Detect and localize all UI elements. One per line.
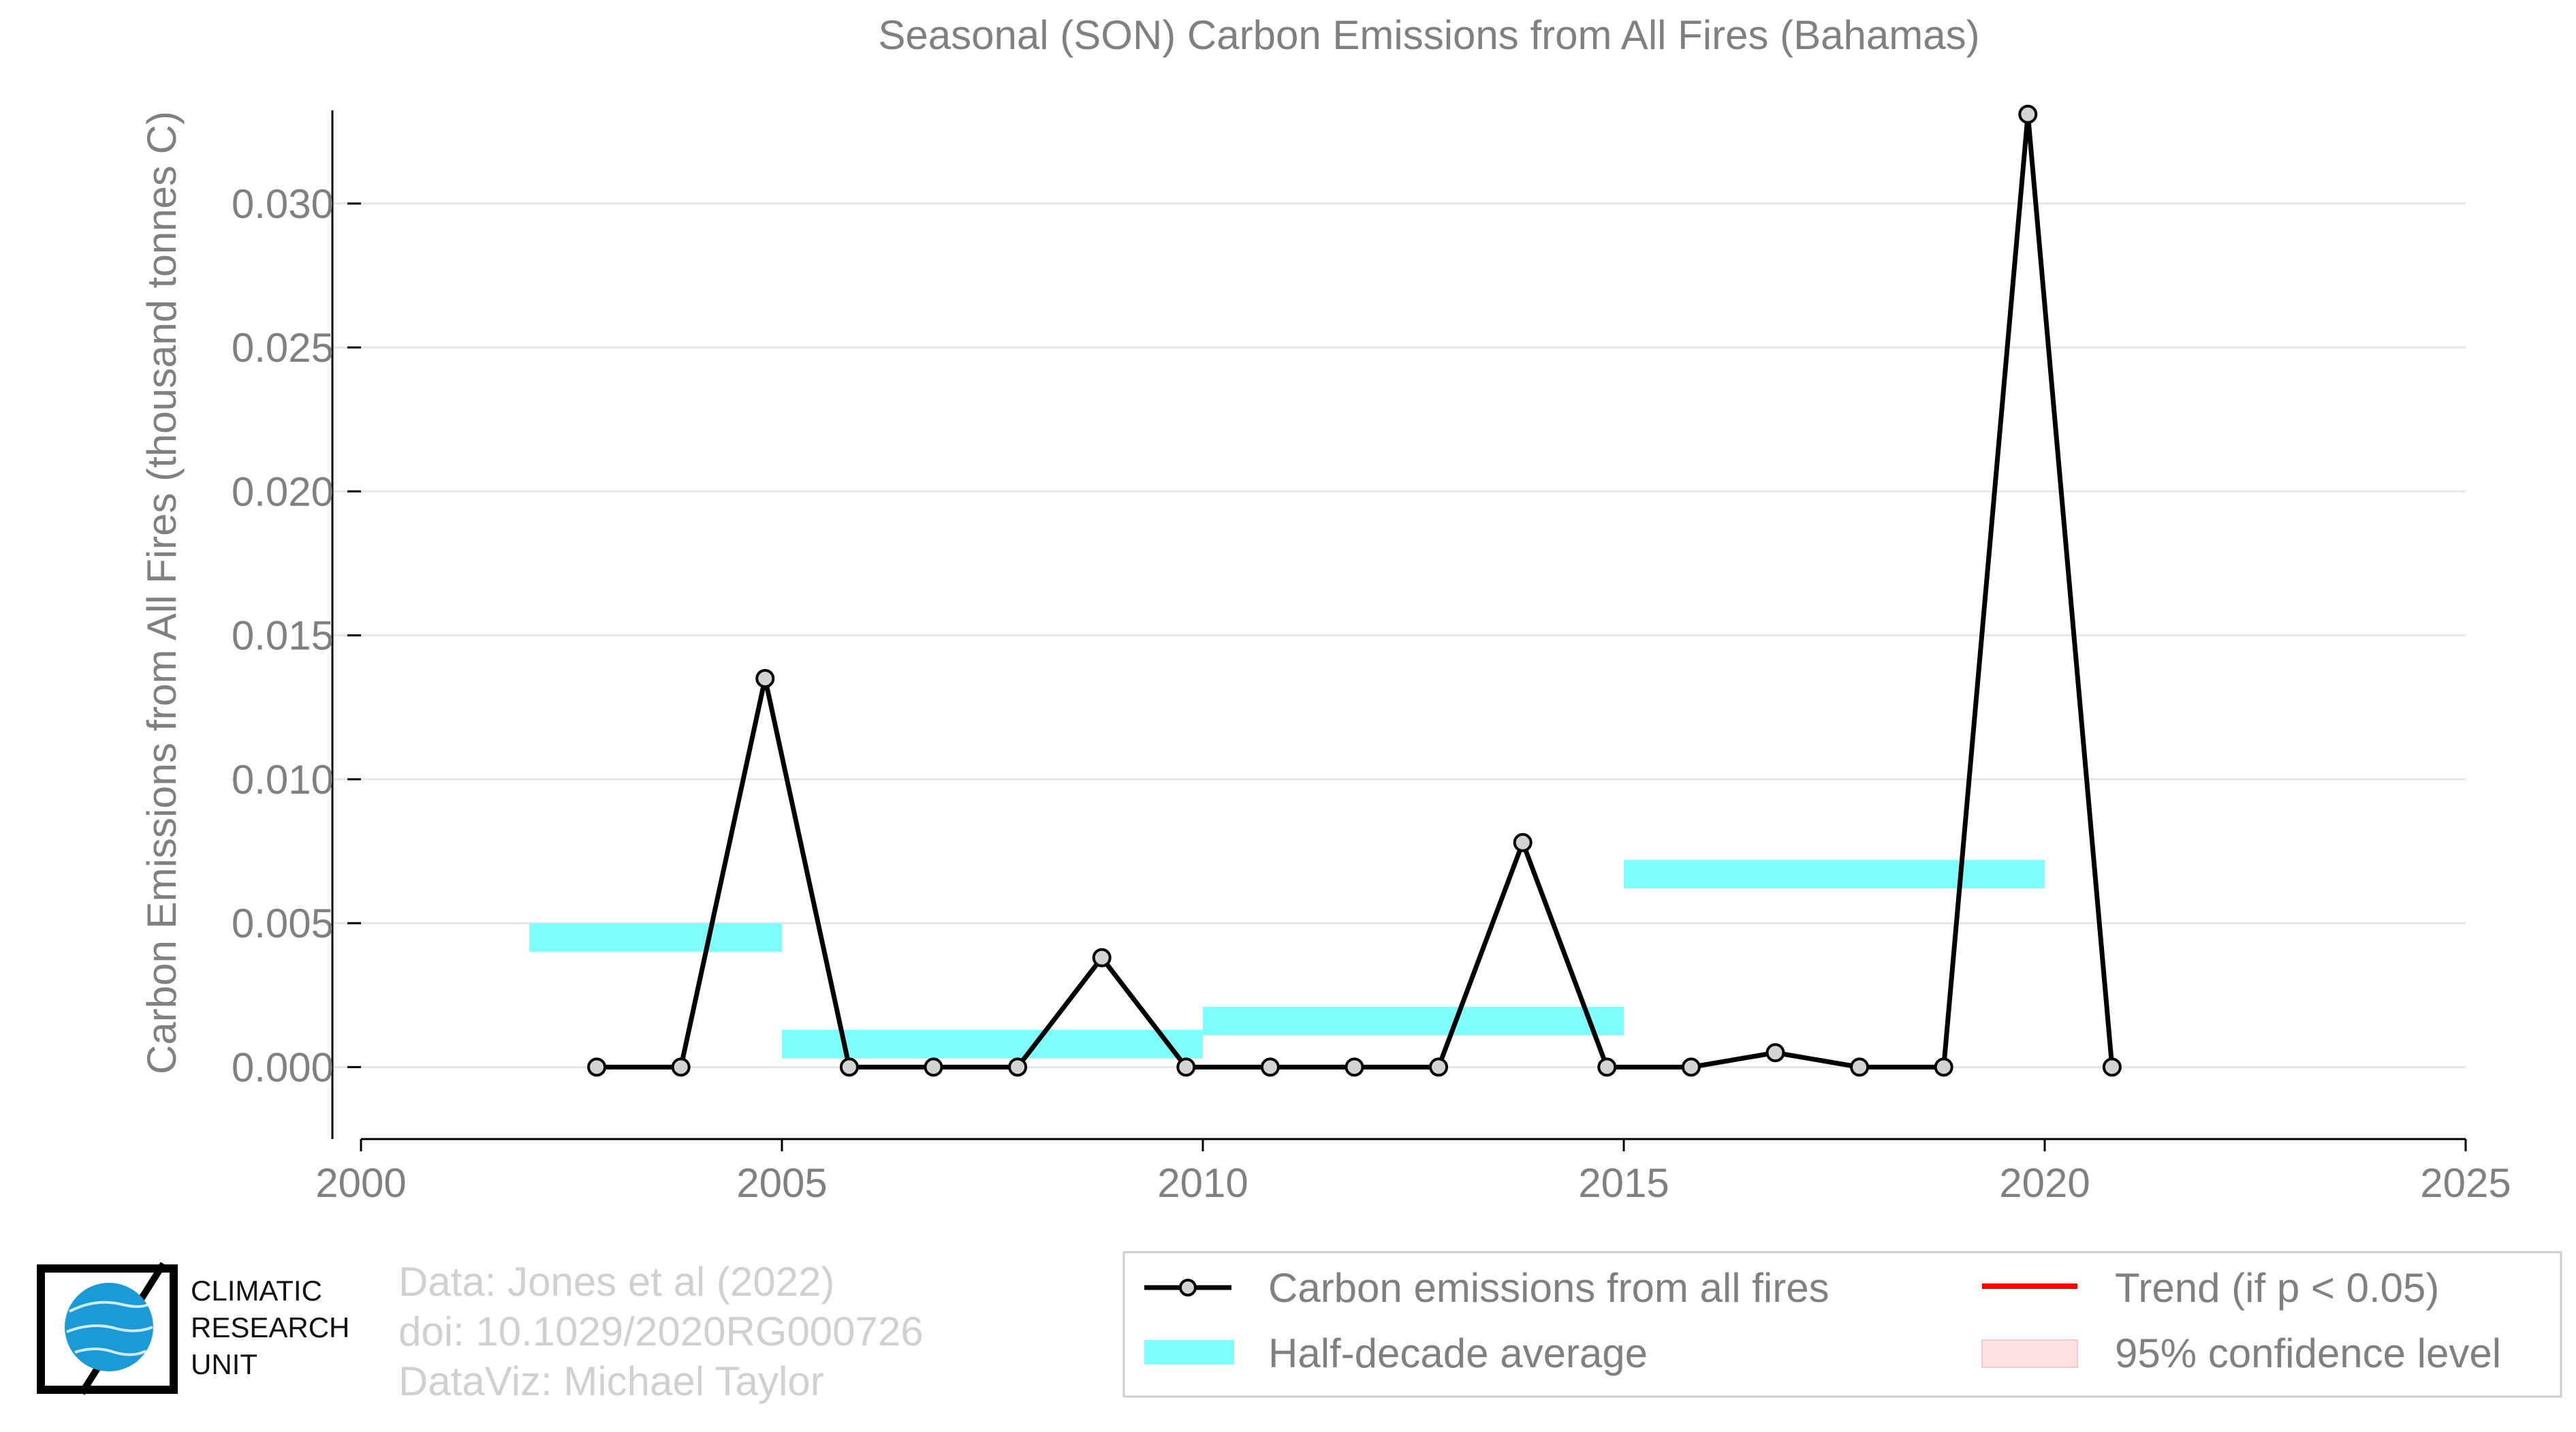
logo-bracket-right <box>72 1264 178 1394</box>
x-tick-label: 2020 <box>1999 1160 2090 1206</box>
data-point <box>1681 1057 1701 1077</box>
cru-logo <box>37 1262 178 1395</box>
legend-frame <box>1122 1251 2562 1398</box>
data-point <box>2102 1057 2122 1077</box>
legend-item-trend: Trend (if p < 0.05) <box>1982 1265 2439 1311</box>
data-point <box>1092 948 1112 967</box>
data-point <box>839 1057 859 1077</box>
legend-item-half-decade: Half-decade average <box>1144 1330 1648 1376</box>
series <box>587 104 2122 1077</box>
y-tick-label: 0.030 <box>232 181 334 227</box>
half-decade-bar <box>1624 860 2045 889</box>
data-point <box>587 1057 607 1077</box>
logo-text: CLIMATIC RESEARCH UNIT <box>191 1273 349 1383</box>
half-decade-bar <box>1203 1006 1624 1036</box>
data-point <box>2018 104 2038 124</box>
legend-marker-icon <box>1179 1279 1197 1296</box>
y-tick-label: 0.005 <box>232 901 334 946</box>
legend-confidence-patch-icon <box>1981 1339 2078 1368</box>
logo-text-line2: RESEARCH <box>191 1311 350 1343</box>
y-tick-label: 0.000 <box>232 1044 334 1090</box>
logo-text-line1: CLIMATIC <box>191 1275 322 1307</box>
logo-text-line3: UNIT <box>191 1348 257 1380</box>
data-point <box>1345 1057 1364 1077</box>
x-tick-label: 2005 <box>736 1160 827 1206</box>
legend-item-confidence: 95% confidence level <box>1981 1330 2501 1376</box>
chart-title: Seasonal (SON) Carbon Emissions from All… <box>878 12 1979 58</box>
legend-half-decade-patch-icon <box>1144 1340 1234 1365</box>
logo-bracket-left <box>37 1264 146 1394</box>
half-decade-bar <box>782 1029 1203 1059</box>
axes <box>331 110 2467 1151</box>
x-tick-label: 2015 <box>1578 1160 1669 1206</box>
data-point <box>1765 1043 1785 1063</box>
x-tick-label: 2010 <box>1157 1160 1248 1206</box>
data-point <box>1008 1057 1028 1077</box>
data-point <box>1513 832 1533 852</box>
legend-label-emissions: Carbon emissions from all fires <box>1268 1265 1829 1311</box>
data-point <box>1176 1057 1196 1077</box>
credit-data-source: Data: Jones et al (2022) <box>398 1259 835 1305</box>
x-tick-label: 2025 <box>2420 1160 2511 1206</box>
credit-doi: doi: 10.1029/2020RG000726 <box>398 1309 924 1354</box>
y-axis-label: Carbon Emissions from All Fires (thousan… <box>139 111 185 1074</box>
legend-item-emissions: Carbon emissions from all fires <box>1144 1265 1829 1311</box>
data-point <box>1429 1057 1449 1077</box>
legend: Carbon emissions from all fires Trend (i… <box>1122 1251 2562 1398</box>
y-tick-label: 0.010 <box>232 757 334 803</box>
data-point <box>755 668 775 688</box>
data-point <box>924 1057 943 1077</box>
legend-label-trend: Trend (if p < 0.05) <box>2115 1265 2439 1311</box>
data-point <box>1850 1057 1870 1077</box>
y-tick-label: 0.020 <box>232 469 334 514</box>
y-tick-label: 0.025 <box>232 325 334 371</box>
tick-labels: 0.000 0.005 0.010 0.015 0.020 0.025 0.030 2000 2… <box>232 181 2511 1206</box>
y-tick-label: 0.015 <box>232 613 334 659</box>
legend-label-half-decade: Half-decade average <box>1268 1330 1648 1376</box>
grid <box>334 202 2466 1068</box>
data-point <box>1260 1057 1280 1077</box>
legend-label-confidence: 95% confidence level <box>2115 1330 2501 1376</box>
data-point <box>671 1057 691 1077</box>
credit-dataviz: DataViz: Michael Taylor <box>398 1358 824 1404</box>
half-decade-bar <box>529 923 782 952</box>
data-point <box>1597 1057 1617 1077</box>
data-point <box>1934 1057 1953 1077</box>
half-decade-average-bars <box>529 860 2045 1059</box>
x-tick-label: 2000 <box>315 1160 406 1206</box>
globe-lines <box>66 1301 153 1356</box>
